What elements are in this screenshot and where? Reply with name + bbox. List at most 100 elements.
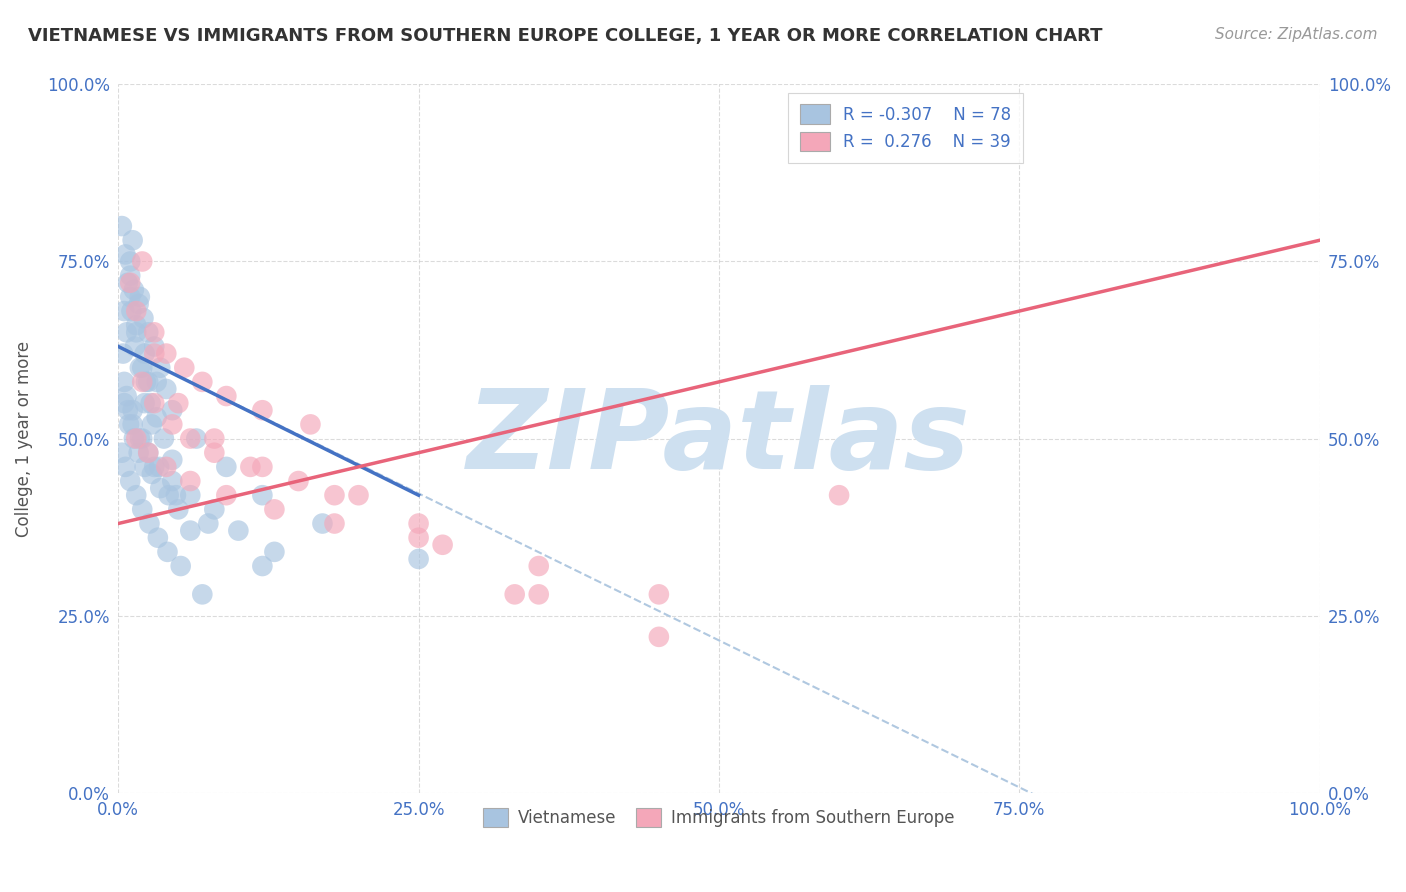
Point [141, 417, 163, 432]
Point [136, 326, 159, 340]
Point [146, 531, 169, 545]
Point [165, 488, 187, 502]
Point [503, 587, 526, 601]
Point [149, 360, 172, 375]
Point [136, 375, 159, 389]
Point [149, 481, 172, 495]
Text: VIETNAMESE VS IMMIGRANTS FROM SOUTHERN EUROPE COLLEGE, 1 YEAR OR MORE CORRELATIO: VIETNAMESE VS IMMIGRANTS FROM SOUTHERN E… [28, 27, 1102, 45]
Text: Source: ZipAtlas.com: Source: ZipAtlas.com [1215, 27, 1378, 42]
Point [120, 268, 142, 283]
Point [143, 326, 166, 340]
Point [191, 587, 214, 601]
Point [135, 375, 157, 389]
Point [125, 304, 148, 318]
Point [132, 311, 155, 326]
Point [114, 247, 136, 261]
Point [112, 346, 135, 360]
Point [173, 360, 195, 375]
Point [139, 396, 162, 410]
Point [124, 339, 146, 353]
Point [131, 375, 153, 389]
Point [112, 304, 135, 318]
Point [228, 524, 250, 538]
Point [202, 502, 225, 516]
Point [252, 403, 274, 417]
Point [287, 474, 309, 488]
Point [155, 459, 177, 474]
Point [136, 446, 159, 460]
Point [156, 545, 179, 559]
Point [143, 339, 166, 353]
Point [239, 459, 262, 474]
Point [527, 587, 550, 601]
Point [311, 516, 333, 531]
Point [136, 446, 159, 460]
Point [117, 276, 139, 290]
Y-axis label: College, 1 year or more: College, 1 year or more [15, 341, 32, 537]
Point [111, 219, 134, 233]
Point [143, 459, 166, 474]
Point [323, 488, 346, 502]
Point [299, 417, 322, 432]
Point [162, 452, 184, 467]
Point [131, 432, 153, 446]
Point [143, 346, 166, 360]
Legend: Vietnamese, Immigrants from Southern Europe: Vietnamese, Immigrants from Southern Eur… [477, 801, 962, 834]
Point [432, 538, 454, 552]
Point [527, 559, 550, 574]
Point [263, 545, 285, 559]
Point [347, 488, 370, 502]
Point [157, 488, 180, 502]
Point [162, 474, 184, 488]
Point [179, 488, 201, 502]
Point [121, 417, 143, 432]
Point [141, 467, 163, 481]
Point [120, 474, 142, 488]
Point [115, 389, 138, 403]
Text: ZIPatlas: ZIPatlas [467, 385, 970, 492]
Point [122, 432, 145, 446]
Point [134, 459, 156, 474]
Point [125, 326, 148, 340]
Point [120, 276, 142, 290]
Point [120, 254, 142, 268]
Point [408, 516, 430, 531]
Point [128, 290, 150, 304]
Point [179, 474, 201, 488]
Point [125, 318, 148, 333]
Point [121, 233, 143, 247]
Point [148, 459, 170, 474]
Point [131, 502, 153, 516]
Point [162, 403, 184, 417]
Point [179, 524, 201, 538]
Point [145, 375, 167, 389]
Point [408, 552, 430, 566]
Point [263, 502, 285, 516]
Point [162, 417, 184, 432]
Point [121, 403, 143, 417]
Point [112, 375, 135, 389]
Point [179, 432, 201, 446]
Point [120, 290, 142, 304]
Point [128, 297, 150, 311]
Point [155, 382, 177, 396]
Point [145, 410, 167, 425]
Point [252, 488, 274, 502]
Point [143, 396, 166, 410]
Point [648, 587, 671, 601]
Point [202, 432, 225, 446]
Point [155, 346, 177, 360]
Point [125, 432, 148, 446]
Point [215, 488, 238, 502]
Point [131, 360, 153, 375]
Point [122, 283, 145, 297]
Point [408, 531, 430, 545]
Point [118, 417, 141, 432]
Point [215, 389, 238, 403]
Point [186, 432, 208, 446]
Point [252, 459, 274, 474]
Point [114, 459, 136, 474]
Point [153, 432, 176, 446]
Point [128, 360, 150, 375]
Point [112, 396, 135, 410]
